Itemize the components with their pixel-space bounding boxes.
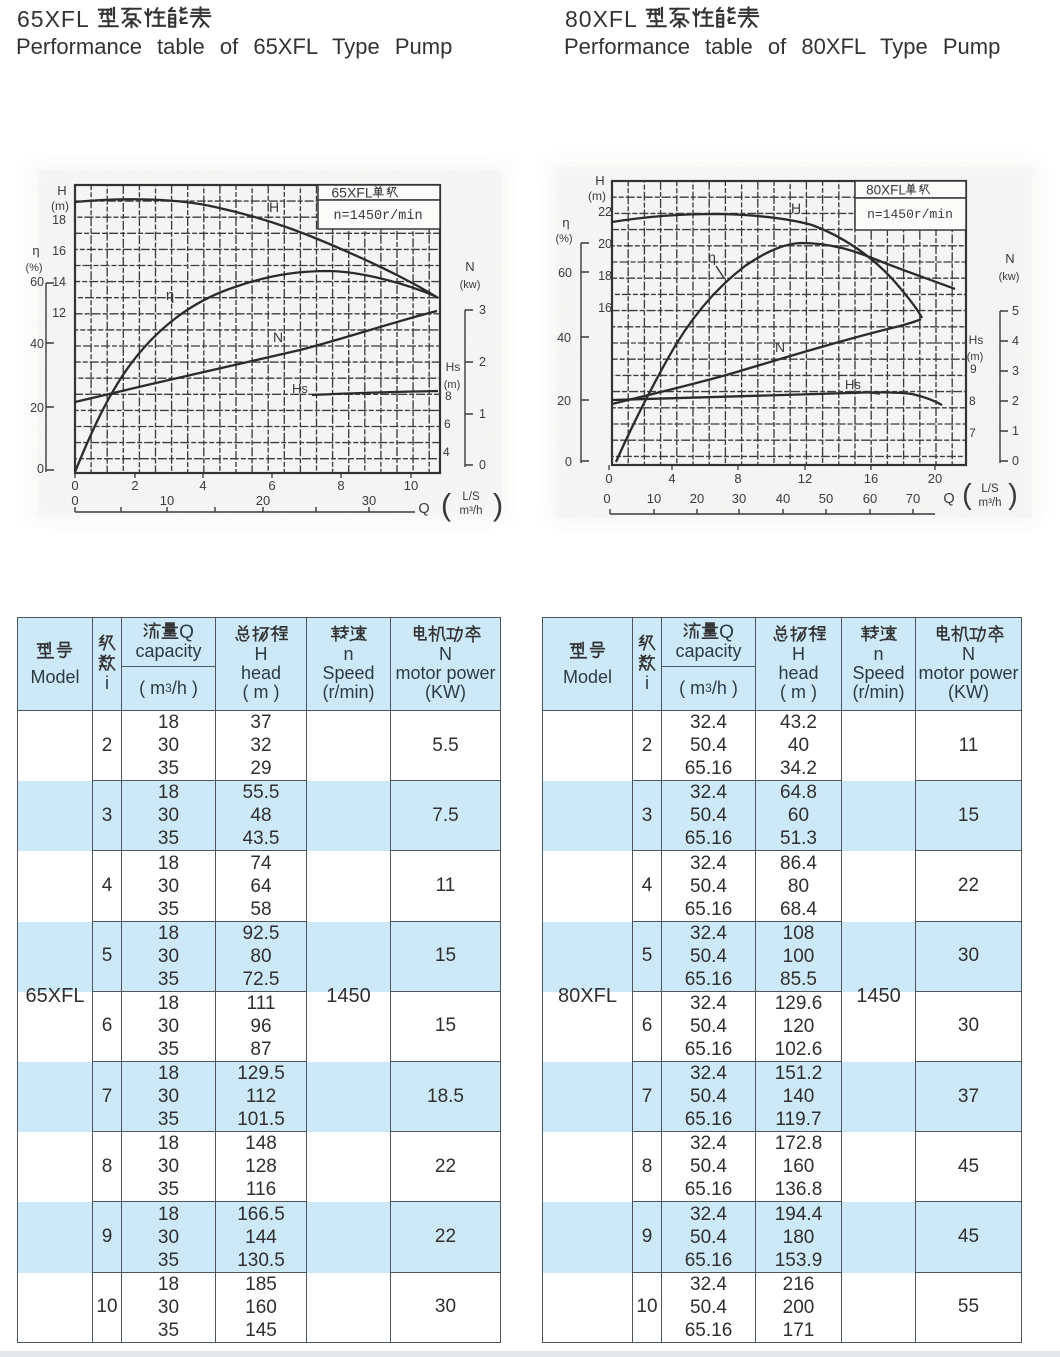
svg-text:9: 9 — [970, 362, 977, 376]
svg-text:0: 0 — [479, 458, 486, 472]
svg-text:20: 20 — [557, 394, 571, 408]
svg-text:10: 10 — [404, 478, 418, 493]
svg-text:N: N — [465, 259, 474, 274]
svg-text:H: H — [791, 200, 801, 216]
svg-text:η: η — [708, 249, 716, 265]
svg-text:Q: Q — [943, 491, 954, 507]
svg-text:L/S: L/S — [981, 483, 999, 495]
svg-text:m³/h: m³/h — [460, 505, 483, 517]
svg-text:η: η — [32, 243, 39, 258]
svg-text:4: 4 — [443, 445, 450, 459]
svg-text:4: 4 — [668, 471, 675, 486]
svg-text:2: 2 — [131, 478, 138, 493]
svg-text:20: 20 — [30, 401, 44, 415]
svg-text:60: 60 — [863, 491, 877, 506]
svg-text:(m): (m) — [444, 379, 461, 391]
svg-text:7: 7 — [969, 426, 976, 440]
svg-text:16: 16 — [52, 244, 66, 258]
svg-text:(kw): (kw) — [460, 279, 481, 291]
svg-text:40: 40 — [557, 331, 571, 345]
svg-text:η: η — [166, 287, 174, 304]
svg-text:(: ( — [962, 479, 972, 511]
svg-text:4: 4 — [199, 478, 206, 493]
svg-text:(kw): (kw) — [999, 271, 1020, 283]
svg-text:Hs: Hs — [969, 333, 984, 347]
svg-text:60: 60 — [558, 266, 572, 280]
svg-text:2: 2 — [479, 355, 486, 369]
svg-text:N: N — [273, 329, 283, 345]
svg-text:50: 50 — [819, 491, 833, 506]
svg-text:n=1450r/min: n=1450r/min — [867, 207, 953, 222]
svg-text:0: 0 — [37, 462, 44, 476]
svg-text:1: 1 — [479, 407, 486, 421]
svg-text:0: 0 — [71, 478, 78, 493]
svg-text:2: 2 — [1012, 394, 1019, 408]
svg-text:(m): (m) — [967, 351, 984, 363]
svg-text:(m): (m) — [51, 199, 69, 213]
svg-text:18: 18 — [598, 269, 612, 283]
svg-text:40: 40 — [776, 491, 790, 506]
svg-text:3: 3 — [1012, 364, 1019, 378]
svg-text:8: 8 — [337, 478, 344, 493]
svg-text:60: 60 — [30, 275, 44, 289]
svg-text:8: 8 — [969, 394, 976, 408]
svg-text:5: 5 — [1012, 304, 1019, 318]
svg-text:20: 20 — [690, 491, 704, 506]
svg-text:12: 12 — [52, 306, 66, 320]
svg-text:70: 70 — [906, 491, 920, 506]
svg-text:18: 18 — [52, 213, 66, 227]
svg-text:Q: Q — [418, 501, 429, 517]
svg-text:8: 8 — [445, 389, 452, 403]
svg-text:0: 0 — [605, 471, 612, 486]
svg-text:0: 0 — [1012, 454, 1019, 468]
svg-text:N: N — [1005, 251, 1014, 266]
svg-text:20: 20 — [598, 237, 612, 251]
svg-text:40: 40 — [30, 337, 44, 351]
svg-text:6: 6 — [444, 417, 451, 431]
svg-text:20: 20 — [928, 471, 942, 486]
svg-text:(m): (m) — [588, 189, 606, 203]
svg-text:14: 14 — [52, 275, 66, 289]
svg-text:3: 3 — [479, 303, 486, 317]
svg-text:6: 6 — [268, 478, 275, 493]
svg-text:H: H — [595, 173, 604, 188]
svg-text:L/S: L/S — [462, 491, 480, 503]
svg-text:12: 12 — [798, 471, 812, 486]
svg-text:8: 8 — [734, 471, 741, 486]
svg-text:16: 16 — [598, 301, 612, 315]
svg-text:(: ( — [441, 487, 452, 522]
svg-text:): ) — [1008, 479, 1018, 511]
svg-text:(%): (%) — [555, 233, 572, 245]
svg-text:1: 1 — [1012, 424, 1019, 438]
svg-text:22: 22 — [598, 205, 612, 219]
svg-text:(%): (%) — [25, 262, 42, 274]
svg-text:): ) — [493, 487, 503, 522]
svg-text:0: 0 — [71, 493, 78, 508]
svg-text:0: 0 — [565, 455, 572, 469]
svg-text:Hs: Hs — [292, 381, 308, 396]
svg-text:Hs: Hs — [845, 377, 861, 392]
svg-text:η: η — [562, 215, 569, 230]
svg-text:16: 16 — [864, 471, 878, 486]
svg-text:4: 4 — [1012, 334, 1019, 348]
svg-text:0: 0 — [603, 491, 610, 506]
svg-text:H: H — [269, 199, 279, 215]
svg-text:10: 10 — [160, 493, 174, 508]
svg-text:30: 30 — [732, 491, 746, 506]
svg-text:n=1450r/min: n=1450r/min — [333, 209, 422, 224]
svg-text:30: 30 — [362, 493, 376, 508]
svg-text:H: H — [57, 183, 66, 198]
svg-text:m³/h: m³/h — [979, 497, 1002, 509]
svg-text:80XFL: 80XFL — [866, 183, 906, 198]
svg-text:Hs: Hs — [446, 360, 461, 374]
svg-text:65XFL: 65XFL — [331, 185, 372, 201]
svg-text:N: N — [775, 339, 785, 355]
svg-text:20: 20 — [256, 493, 270, 508]
svg-text:10: 10 — [647, 491, 661, 506]
